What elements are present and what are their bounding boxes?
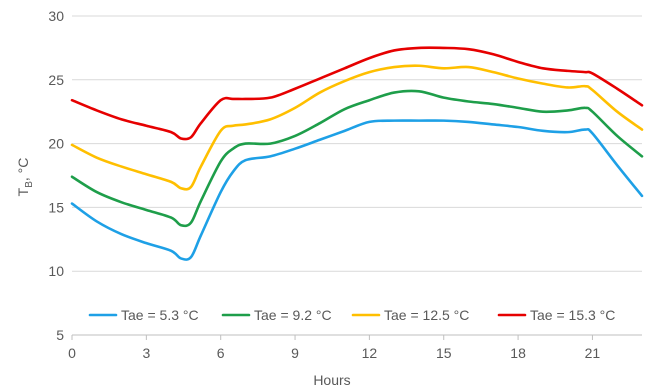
series-line-3 (70, 64, 644, 191)
x-tick-label: 6 (217, 345, 225, 361)
legend: Tae = 5.3 °C Tae = 9.2 °C Tae = 12.5 °C Tae… (86, 305, 637, 325)
legend-label: Tae = 12.5 °C (384, 307, 469, 323)
x-tick-label: 15 (436, 345, 452, 361)
y-axis-ticks: 5 10 15 20 25 30 (48, 8, 64, 343)
x-tick-label: 3 (142, 345, 150, 361)
y-tick-label: 30 (48, 8, 64, 24)
x-tick-label: 18 (510, 345, 526, 361)
legend-item-background (219, 305, 361, 325)
legend-label: Tae = 5.3 °C (121, 307, 199, 323)
legend-item-background (495, 305, 637, 325)
series-line-4 (70, 46, 644, 141)
y-tick-label: 10 (48, 263, 64, 279)
x-tick-label: 21 (585, 345, 601, 361)
y-axis-title-subscript: B (24, 181, 35, 188)
gridlines (72, 15, 642, 336)
y-tick-label: 20 (48, 136, 64, 152)
series-line-2 (70, 89, 644, 228)
x-axis-title: Hours (313, 372, 350, 388)
y-tick-label: 25 (48, 72, 64, 88)
y-axis-title-unit: , °C (15, 158, 31, 182)
x-tick-label: 12 (362, 345, 378, 361)
y-tick-label: 5 (56, 327, 64, 343)
legend-label: Tae = 15.3 °C (530, 307, 615, 323)
legend-item-background (349, 305, 491, 325)
x-tick-label: 0 (68, 345, 76, 361)
legend-label: Tae = 9.2 °C (254, 307, 332, 323)
x-tick-label: 9 (291, 345, 299, 361)
series-lines (70, 46, 644, 261)
y-axis-title: TB, °C (15, 158, 35, 197)
y-axis-title-main: T (15, 187, 31, 196)
series-line-1 (70, 119, 644, 261)
y-tick-label: 15 (48, 199, 64, 215)
x-axis-ticks: 0 3 6 9 12 15 18 21 (68, 335, 600, 361)
legend-item-background (86, 305, 228, 325)
